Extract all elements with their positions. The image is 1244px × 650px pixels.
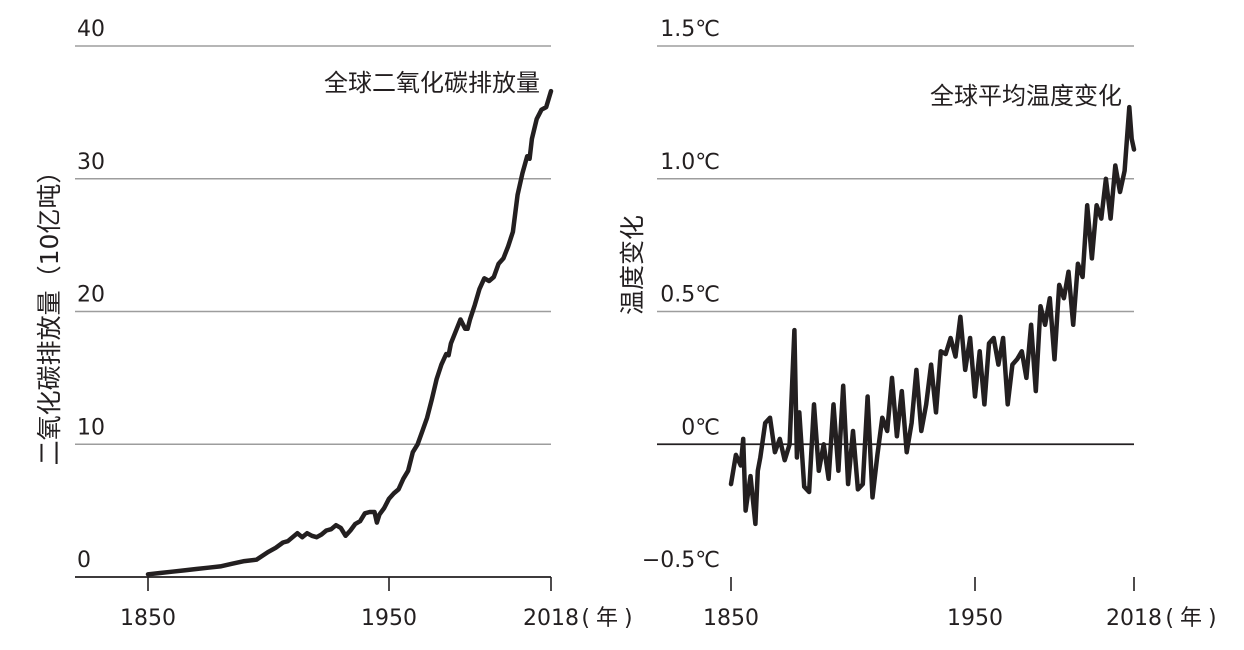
right-x-tick-label-0: 1850 bbox=[703, 606, 759, 631]
left-y-tick-label-2: 20 bbox=[77, 283, 105, 308]
left-x-tick-label-0: 1850 bbox=[120, 606, 176, 631]
right-y-tick-label-2: 0.5℃ bbox=[660, 283, 720, 308]
left-x-unit-label: (年) bbox=[581, 606, 638, 631]
right-x-unit-label: (年) bbox=[1165, 606, 1222, 631]
left-y-tick-label-0: 0 bbox=[77, 548, 91, 573]
temperature-change-chart: −0.5℃ 0℃ 0.5℃ 1.0℃ 1.5℃ 1850 1950 2018 (年) 全球平均温度… bbox=[618, 17, 1222, 631]
left-y-tick-label-4: 40 bbox=[77, 17, 105, 42]
left-y-axis-title: 二氧化碳排放量（10亿吨） bbox=[35, 159, 64, 466]
right-y-tick-label-3: 1.0℃ bbox=[660, 150, 720, 175]
right-x-tick-label-2: 2018 bbox=[1106, 606, 1162, 631]
left-y-tick-label-1: 10 bbox=[77, 415, 105, 440]
right-y-tick-label-0: −0.5℃ bbox=[642, 548, 720, 573]
right-series-label: 全球平均温度变化 bbox=[930, 82, 1122, 110]
left-series-line bbox=[145, 88, 554, 577]
left-y-tick-label-3: 30 bbox=[77, 150, 105, 175]
left-x-tick-label-2: 2018 bbox=[523, 606, 579, 631]
right-y-axis-title: 温度变化 bbox=[618, 215, 647, 315]
left-series-label: 全球二氧化碳排放量 bbox=[324, 69, 540, 97]
right-x-tick-label-1: 1950 bbox=[947, 606, 1003, 631]
co2-emissions-chart: 0 10 20 30 40 1850 1950 2018 (年) 全球二氧化碳排放量二氧化碳排放量… bbox=[35, 17, 638, 631]
right-series-line bbox=[728, 104, 1137, 527]
right-y-tick-label-4: 1.5℃ bbox=[660, 17, 720, 42]
left-x-tick-label-1: 1950 bbox=[361, 606, 417, 631]
right-y-tick-label-1: 0℃ bbox=[681, 415, 720, 440]
